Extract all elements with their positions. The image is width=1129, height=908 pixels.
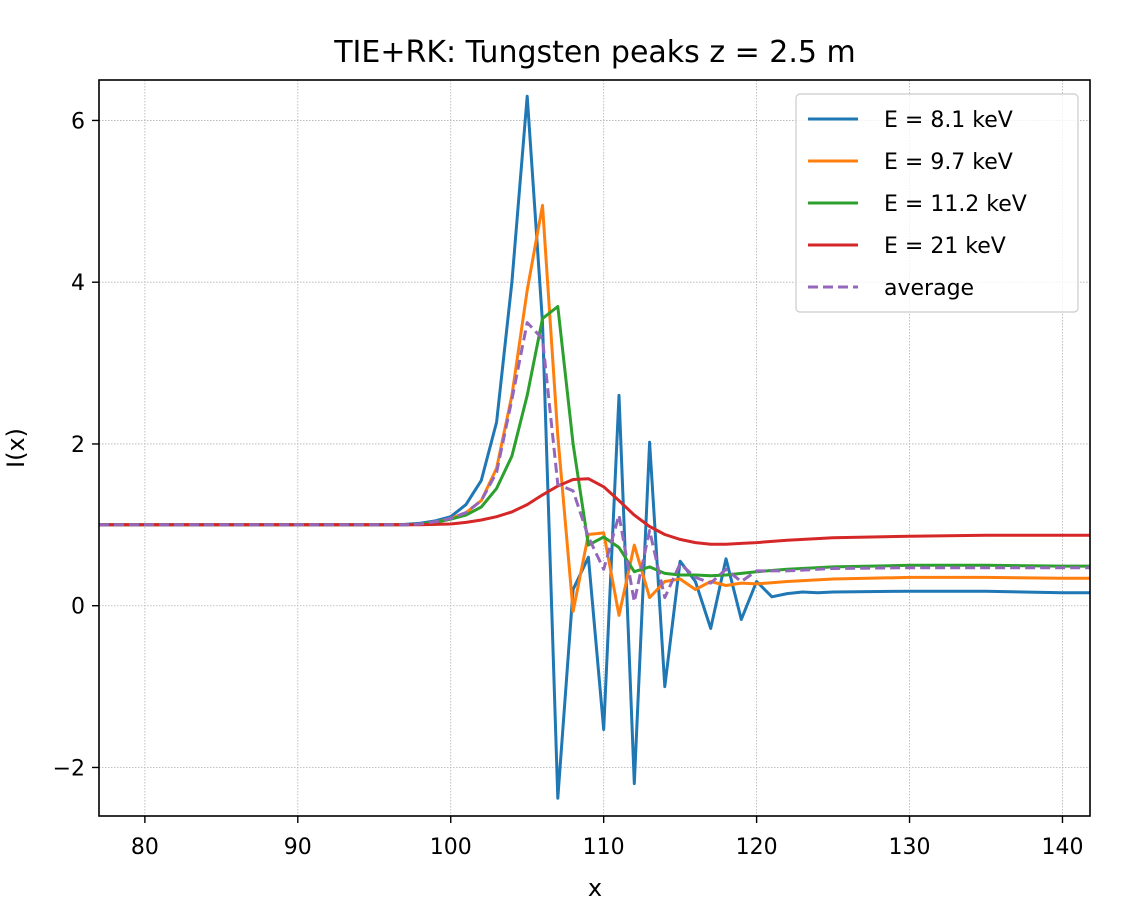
legend-label: E = 8.1 keV xyxy=(884,108,1013,133)
legend-label: E = 9.7 keV xyxy=(884,150,1013,175)
plot-frame xyxy=(98,79,1091,817)
x-tick-label: 90 xyxy=(284,835,312,860)
y-tick-label: 0 xyxy=(71,595,85,620)
legend-box xyxy=(795,93,1079,313)
legend: E = 8.1 keV E = 9.7 keV E = 11.2 keV E = 21… xyxy=(795,93,1079,313)
x-tick-label: 140 xyxy=(1041,835,1083,860)
x-axis-label: x xyxy=(588,874,602,902)
y-tick-label: 6 xyxy=(71,109,85,134)
x-tick-label: 100 xyxy=(430,835,472,860)
x-tick-label: 110 xyxy=(583,835,625,860)
x-tick-label: 120 xyxy=(736,835,778,860)
y-tick-label: 4 xyxy=(71,271,85,296)
legend-label: E = 11.2 keV xyxy=(884,192,1027,217)
series-lines xyxy=(99,94,1090,800)
x-tick-label: 80 xyxy=(131,835,159,860)
y-axis-label: I(x) xyxy=(2,428,30,468)
legend-label: average xyxy=(884,276,974,301)
series-line-4 xyxy=(99,321,1090,604)
y-tick-label: −2 xyxy=(53,756,85,781)
x-tick-label: 130 xyxy=(889,835,931,860)
chart-title: TIE+RK: Tungsten peaks z = 2.5 m xyxy=(333,35,856,70)
y-tick-label: 2 xyxy=(71,433,85,458)
legend-label: E = 21 keV xyxy=(884,234,1006,259)
axis-ticks: 80 90 100 110 120 130 140 −2 0 2 4 6 xyxy=(53,109,1084,860)
